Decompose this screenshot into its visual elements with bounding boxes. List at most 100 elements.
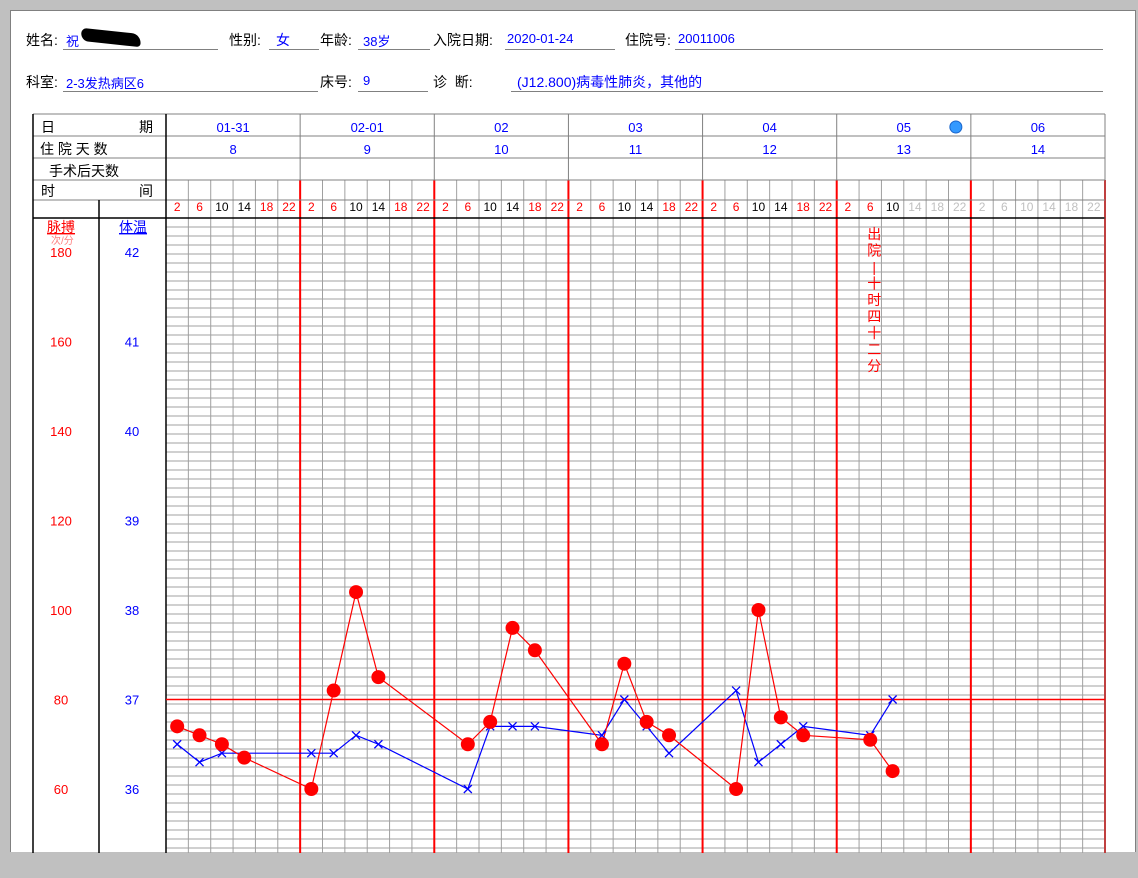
pulse-point [349,585,364,600]
temperature-point-stroke [508,721,517,731]
time-slot-label: 14 [640,200,654,214]
time-slot-label: 22 [1087,200,1101,214]
time-slot-label: 2 [442,200,449,214]
temperature-point [195,757,204,767]
pulse-tick: 120 [50,514,72,529]
temperature-point-stroke [172,739,182,749]
postop-days-label: 手术后天数 [49,163,119,179]
day-date: 01-31 [216,120,249,135]
time-slot-label: 6 [599,200,606,214]
time-slot-label: 18 [662,200,676,214]
hospital-day-count: 11 [629,142,643,157]
pulse-point [662,728,677,743]
temperature-point-stroke [463,784,473,794]
time-slot-label: 18 [394,200,408,214]
diagnosis-value: (J12.800)病毒性肺炎，其他的 [517,74,703,90]
time-slot-label: 18 [1065,200,1079,214]
temperature-tick: 42 [125,245,139,260]
time-slot-label: 22 [416,200,430,214]
pulse-point [729,782,744,796]
time-slot-label: 10 [215,200,229,214]
time-slot-label: 2 [710,200,717,214]
pulse-point [326,683,341,698]
day-date: 02-01 [351,120,384,135]
time-row-label: 时 [41,183,55,199]
hospital-day-count: 12 [762,142,776,157]
dept-label: 科室: [26,74,58,90]
pulse-point [460,737,475,752]
time-slot-label: 14 [372,200,386,214]
temperature-point [373,739,383,749]
admit-date-value: 2020-01-24 [507,31,574,46]
temperature-point [888,695,898,704]
time-slot-label: 10 [483,200,497,214]
temperature-point-stroke [731,686,741,696]
pulse-point [214,737,229,752]
pulse-point [170,719,185,734]
time-slot-label: 2 [308,200,315,214]
pulse-tick: 180 [50,245,72,260]
temperature-point [530,721,540,731]
pulse-point [505,620,520,635]
time-slot-label: 14 [1042,200,1056,214]
hospital-day-count: 8 [229,142,236,157]
time-slot-label: 22 [819,200,833,214]
temperature-point [776,739,786,749]
day-date: 04 [762,120,776,135]
time-slot-label: 10 [618,200,632,214]
temperature-point [664,748,674,758]
time-slot-label: 18 [931,200,945,214]
age-value: 38岁 [363,34,391,49]
pulse-point [885,764,900,779]
time-slot-label: 6 [330,200,337,214]
time-slot-label: 10 [1020,200,1034,214]
pulse-axis-label: 脉搏 [47,219,75,235]
temperature-point-stroke [754,757,763,767]
info-icon [949,120,963,134]
temperature-point [306,748,316,758]
gender-label: 性别: [229,32,261,48]
temperature-point-stroke [373,739,383,749]
time-slot-label: 14 [506,200,520,214]
time-slot-label: 2 [845,200,852,214]
time-slot-label: 18 [528,200,542,214]
bed-label: 床号: [320,74,352,90]
temperature-point-stroke [306,748,316,758]
pulse-point [192,728,207,743]
time-slot-label: 6 [196,200,203,214]
temperature-point-stroke [888,695,898,704]
time-slot-label: 14 [774,200,788,214]
temperature-axis-label: 体温 [119,219,147,235]
bed-value: 9 [363,73,371,88]
time-slot-label: 22 [282,200,296,214]
dept-value: 2-3发热病区6 [66,76,145,91]
time-slot-label: 22 [685,200,699,214]
time-slot-label: 2 [174,200,181,214]
time-slot-label: 18 [260,200,274,214]
time-slot-label: 6 [464,200,471,214]
inpatient-no-value: 20011006 [678,31,735,46]
temperature-tick: 41 [125,335,139,350]
temperature-point [463,784,473,794]
temperature-tick: 37 [125,693,139,708]
hospital-days-label: 住 院 天 数 [40,141,108,157]
pulse-point [237,750,252,765]
pulse-point [483,714,498,729]
hospital-day-count: 9 [364,142,371,157]
time-slot-label: 14 [908,200,922,214]
day-date: 05 [897,120,911,135]
name-label: 姓名: [26,32,58,48]
time-slot-label: 2 [576,200,583,214]
temperature-point [329,748,339,758]
time-slot-label: 6 [1001,200,1008,214]
date-row-label: 期 [139,119,153,135]
time-slot-label: 10 [349,200,363,214]
pulse-point [304,782,319,796]
temperature-point-stroke [351,730,361,740]
pulse-tick: 100 [50,603,72,618]
time-slot-label: 14 [238,200,252,214]
time-slot-label: 22 [551,200,565,214]
temperature-point [508,721,517,731]
pulse-tick: 160 [50,335,72,350]
time-slot-label: 2 [979,200,986,214]
